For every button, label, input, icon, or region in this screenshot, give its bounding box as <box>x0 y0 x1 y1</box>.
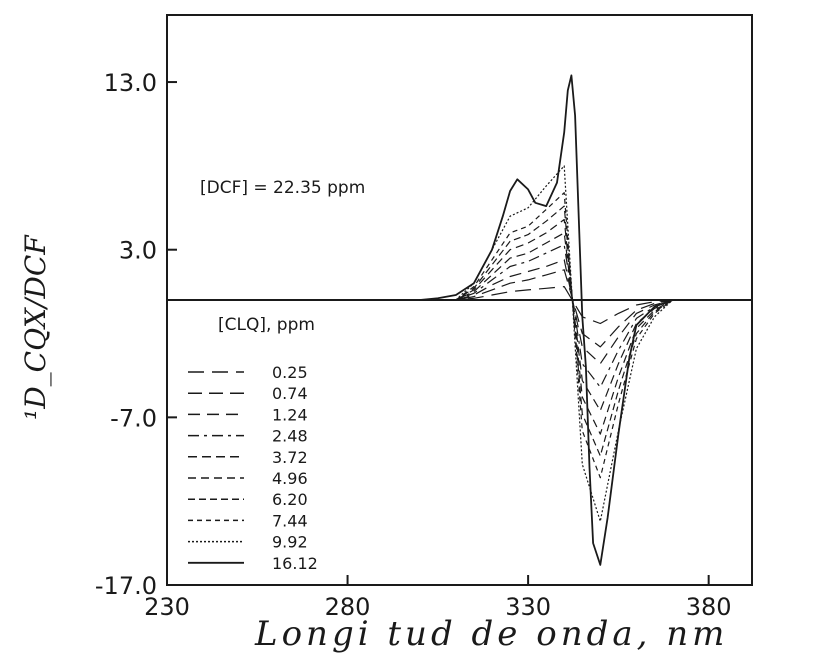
legend-label: 2.48 <box>272 427 308 446</box>
y-tick-label: 3.0 <box>119 237 157 265</box>
x-axis-label: Longi tud de onda, nm <box>254 614 728 654</box>
y-tick-label: 13.0 <box>104 69 157 97</box>
x-tick-label: 280 <box>325 593 371 621</box>
y-axis-label: ¹D_CQX/DCF <box>19 234 52 420</box>
legend-label: 16.12 <box>272 554 318 573</box>
legend-title: [CLQ], ppm <box>218 315 315 335</box>
series-line-6-20 <box>419 205 727 457</box>
legend: 0.25 0.74 1.24 2.48 3.72 4.96 6.20 7.44 9.92 16.1… <box>188 363 318 573</box>
legend-label: 1.24 <box>272 405 308 424</box>
labels: [DCF] = 22.35 ppm [CLQ], ppm Longi tud d… <box>19 178 728 654</box>
dcf-annotation: [DCF] = 22.35 ppm <box>200 178 365 198</box>
x-tick-label: 380 <box>686 593 732 621</box>
x-tick-label: 330 <box>505 593 551 621</box>
series-line-16-12 <box>419 74 727 566</box>
series-line-4-96 <box>419 218 727 435</box>
legend-label: 7.44 <box>272 511 308 530</box>
y-tick-label: -7.0 <box>110 404 157 432</box>
series-line-9-92 <box>419 165 727 522</box>
legend-label: 0.25 <box>272 363 308 382</box>
x-tick-label: 230 <box>144 593 190 621</box>
axes: 230 280 330 380 13.0 3.0 -7.0 -17.0 <box>95 14 753 621</box>
y-tick-label: -17.0 <box>95 572 157 600</box>
legend-label: 0.74 <box>272 384 308 403</box>
series-group <box>419 74 727 566</box>
legend-label: 6.20 <box>272 490 308 509</box>
legend-label: 4.96 <box>272 469 308 488</box>
series-line-0-74 <box>419 269 727 348</box>
legend-label: 9.92 <box>272 533 308 552</box>
series-line-7-44 <box>419 192 727 479</box>
legend-label: 3.72 <box>272 448 308 467</box>
